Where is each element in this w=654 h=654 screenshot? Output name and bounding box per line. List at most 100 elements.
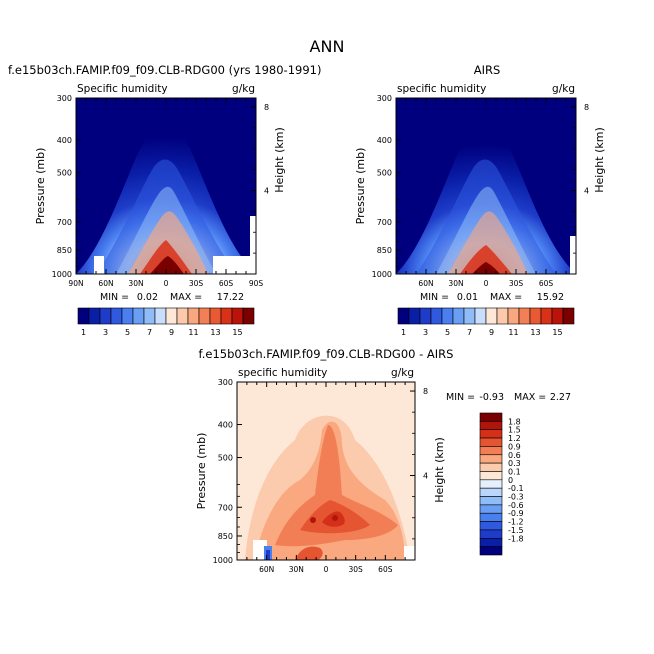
colorbar-label: 9	[489, 328, 494, 337]
colorbar-label: 1	[81, 328, 86, 337]
colorbar-label: -0.9	[508, 509, 524, 518]
colorbar-label: 1.8	[508, 417, 521, 426]
colorbar-swatch	[165, 307, 178, 325]
colorbar-label: -0.1	[508, 484, 524, 493]
panel3-ylabel: Pressure (mb)	[195, 433, 208, 510]
colorbar-label: 5	[125, 328, 130, 337]
panel2-variable: specific humidity	[397, 83, 486, 95]
colorbar-swatch	[479, 479, 503, 489]
panel1-max-value: 17.22	[217, 292, 244, 303]
colorbar-swatch	[479, 462, 503, 472]
colorbar-label: 1.5	[508, 426, 521, 435]
colorbar-label: 0.3	[508, 459, 521, 468]
x-tick-label: 30S	[189, 279, 204, 288]
colorbar-swatch	[479, 421, 503, 431]
panel3-min-label: MIN =	[446, 392, 475, 403]
panel1-max-label: MAX =	[170, 292, 202, 303]
panel3-max-value: 2.27	[550, 392, 571, 403]
colorbar-label: 0	[508, 476, 513, 485]
colorbar-swatch	[479, 537, 503, 547]
colorbar-label: 15	[552, 328, 562, 337]
panel1-units: g/kg	[232, 83, 255, 95]
panel1-axes: 300 400 500 700 850 1000 8 4 90N 60N 30N 0 30S 60S 90S	[52, 94, 269, 288]
colorbar-swatch	[121, 307, 134, 325]
colorbar-label: 1	[401, 328, 406, 337]
colorbar-label: 1.2	[508, 434, 521, 443]
panel2-max-label: MAX =	[490, 292, 522, 303]
colorbar-label: 0.9	[508, 442, 521, 451]
x-tick-label: 90N	[68, 279, 83, 288]
colorbar-swatch	[540, 307, 553, 325]
colorbar-swatch	[479, 429, 503, 439]
colorbar-swatch	[485, 307, 498, 325]
y-tick-label: 700	[377, 218, 392, 227]
colorbar-swatch	[496, 307, 509, 325]
y-tick-label: 850	[57, 246, 72, 255]
panel2-ylabel: Pressure (mb)	[354, 148, 367, 225]
colorbar-swatch	[176, 307, 189, 325]
panel2-axes: 300 400 500 700 850 1000 8 4 60N 30N 0 30S 60S	[372, 94, 589, 288]
colorbar-swatch	[220, 307, 233, 325]
panel3-min-value: -0.93	[479, 392, 504, 403]
x-tick-label: 90S	[249, 279, 264, 288]
colorbar-swatch	[518, 307, 531, 325]
colorbar-swatch	[479, 471, 503, 481]
y-tick-label: 500	[57, 169, 72, 178]
panel1-min-label: MIN =	[100, 292, 129, 303]
y-tick-label: 850	[377, 246, 392, 255]
y-tick-label: 300	[218, 378, 233, 387]
colorbar-label: 13	[210, 328, 220, 337]
colorbar-label: 11	[188, 328, 198, 337]
panel1-y2label: Height (km)	[273, 127, 286, 193]
colorbar-swatch	[143, 307, 156, 325]
colorbar-swatch	[562, 307, 575, 325]
colorbar-label: -1.5	[508, 526, 524, 535]
y2-tick-label: 4	[264, 186, 269, 195]
colorbar-swatch	[441, 307, 454, 325]
x-tick-label: 30S	[509, 279, 524, 288]
panel2-y2label: Height (km)	[593, 127, 606, 193]
colorbar-label: 3	[423, 328, 428, 337]
panel2-units: g/kg	[552, 83, 575, 95]
colorbar-label: 13	[530, 328, 540, 337]
y-tick-label: 400	[57, 136, 72, 145]
y2-tick-label: 8	[584, 103, 589, 112]
colorbar-swatch	[99, 307, 112, 325]
colorbar-swatch	[529, 307, 542, 325]
colorbar-label: -0.6	[508, 501, 524, 510]
x-tick-label: 60S	[539, 279, 554, 288]
y-tick-label: 1000	[213, 556, 233, 565]
colorbar-swatch	[551, 307, 564, 325]
colorbar-swatch	[479, 454, 503, 464]
x-tick-label: 60S	[219, 279, 234, 288]
colorbar-swatch	[479, 521, 503, 531]
y-tick-label: 700	[57, 218, 72, 227]
colorbar-model: 1 3 5 7 9 11 13 15	[77, 307, 255, 337]
colorbar-swatch	[479, 504, 503, 514]
colorbar-swatch	[187, 307, 200, 325]
colorbar-swatch	[198, 307, 211, 325]
colorbar-label: 3	[103, 328, 108, 337]
colorbar-swatch	[479, 496, 503, 506]
panel-model: f.e15b03ch.FAMIP.f09_f09.CLB-RDG00 (yrs …	[8, 63, 321, 303]
colorbar-swatch	[479, 529, 503, 539]
panel3-variable: specific humidity	[238, 367, 327, 379]
colorbar-swatch	[430, 307, 443, 325]
colorbar-label: 5	[445, 328, 450, 337]
figure-title: ANN	[310, 37, 345, 56]
y-tick-label: 300	[57, 94, 72, 103]
y2-tick-label: 8	[423, 387, 428, 396]
colorbar-label: -1.8	[508, 534, 524, 543]
panel2-max-value: 15.92	[537, 292, 564, 303]
colorbar-swatch	[463, 307, 476, 325]
x-tick-label: 60N	[259, 565, 274, 574]
panel3-title: f.e15b03ch.FAMIP.f09_f09.CLB-RDG00 - AIR…	[199, 347, 454, 361]
x-tick-label: 30N	[128, 279, 143, 288]
panel1-variable: Specific humidity	[77, 83, 168, 95]
colorbar-swatch	[479, 446, 503, 456]
x-tick-label: 30N	[289, 565, 304, 574]
colorbar-swatch	[479, 412, 503, 422]
x-tick-label: 0	[484, 279, 489, 288]
y-tick-label: 400	[377, 136, 392, 145]
colorbar-label: 0.1	[508, 467, 521, 476]
